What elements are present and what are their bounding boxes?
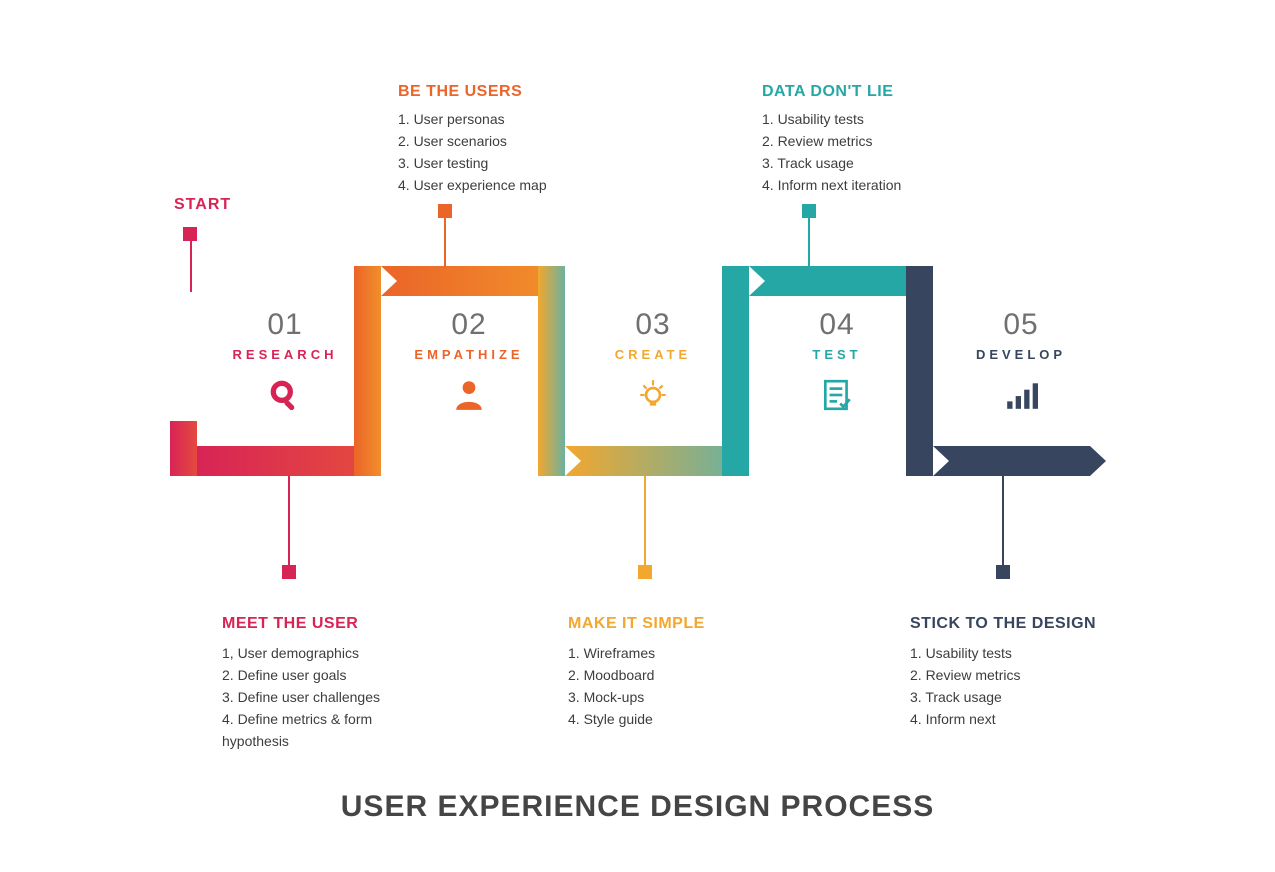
checklist-icon bbox=[767, 378, 907, 417]
connector-create bbox=[644, 476, 646, 572]
connector-develop-end bbox=[996, 565, 1010, 579]
detail-research-title: MEET THE USER bbox=[222, 615, 358, 633]
step-empathize-label: EMPATHIZE bbox=[399, 347, 539, 362]
bars-icon bbox=[951, 378, 1091, 417]
step-develop-label: DEVELOP bbox=[951, 347, 1091, 362]
detail-develop-list: 1. Usability tests2. Review metrics3. Tr… bbox=[910, 642, 1020, 730]
detail-empathize-title: BE THE USERS bbox=[398, 83, 522, 101]
flow-path bbox=[170, 266, 1170, 476]
person-icon bbox=[399, 378, 539, 417]
infographic-canvas: START 01 RESEARCH MEET THE USER 1, User dem… bbox=[0, 0, 1275, 872]
bulb-icon bbox=[583, 378, 723, 417]
search-icon bbox=[215, 378, 355, 417]
connector-empathize bbox=[444, 211, 446, 268]
detail-research-list: 1, User demographics2. Define user goals… bbox=[222, 642, 442, 752]
detail-create-title: MAKE IT SIMPLE bbox=[568, 615, 705, 633]
detail-test-list: 1. Usability tests2. Review metrics3. Tr… bbox=[762, 108, 901, 196]
start-connector-end bbox=[183, 227, 197, 241]
connector-create-end bbox=[638, 565, 652, 579]
step-create-label: CREATE bbox=[583, 347, 723, 362]
connector-research-end bbox=[282, 565, 296, 579]
detail-develop-title: STICK TO THE DESIGN bbox=[910, 615, 1096, 633]
connector-develop bbox=[1002, 476, 1004, 572]
detail-test-title: DATA DON'T LIE bbox=[762, 83, 893, 101]
step-create-number: 03 bbox=[583, 308, 723, 342]
step-test-number: 04 bbox=[767, 308, 907, 342]
connector-test bbox=[808, 211, 810, 268]
step-develop-number: 05 bbox=[951, 308, 1091, 342]
connector-research bbox=[288, 476, 290, 572]
step-test-label: TEST bbox=[767, 347, 907, 362]
step-research-number: 01 bbox=[215, 308, 355, 342]
detail-empathize-list: 1. User personas2. User scenarios3. User… bbox=[398, 108, 547, 196]
connector-empathize-end bbox=[438, 204, 452, 218]
detail-create-list: 1. Wireframes2. Moodboard3. Mock-ups4. S… bbox=[568, 642, 655, 730]
step-empathize-number: 02 bbox=[399, 308, 539, 342]
connector-test-end bbox=[802, 204, 816, 218]
page-title: USER EXPERIENCE DESIGN PROCESS bbox=[0, 790, 1275, 824]
start-label: START bbox=[174, 196, 231, 214]
step-research-label: RESEARCH bbox=[215, 347, 355, 362]
